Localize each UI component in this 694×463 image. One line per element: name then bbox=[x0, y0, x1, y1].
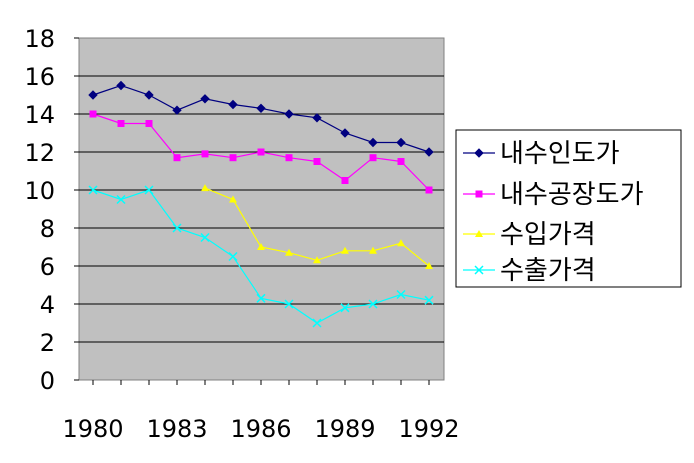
data-point bbox=[284, 109, 294, 119]
data-point bbox=[397, 158, 405, 165]
y-tick-label: 6 bbox=[40, 253, 55, 281]
data-point bbox=[425, 262, 433, 269]
data-point bbox=[257, 243, 265, 250]
data-point bbox=[396, 289, 406, 300]
x-tick-label: 1989 bbox=[314, 415, 375, 443]
data-point bbox=[285, 154, 293, 162]
data-point bbox=[201, 150, 209, 158]
y-tick-label: 12 bbox=[24, 139, 55, 167]
data-point bbox=[341, 177, 349, 184]
data-point bbox=[200, 94, 210, 104]
data-point bbox=[200, 232, 210, 243]
legend-label: 내수공장도가 bbox=[500, 180, 644, 210]
data-point bbox=[228, 251, 238, 262]
y-tick-label: 8 bbox=[40, 215, 55, 243]
data-point bbox=[425, 186, 433, 194]
x-tick-label: 1986 bbox=[230, 415, 291, 443]
data-point bbox=[284, 299, 294, 309]
data-point bbox=[229, 195, 237, 203]
data-point bbox=[88, 185, 98, 195]
data-point bbox=[172, 223, 182, 233]
data-point bbox=[89, 110, 97, 118]
data-point bbox=[88, 90, 98, 100]
x-tick-label: 1992 bbox=[398, 415, 459, 443]
data-point bbox=[475, 190, 483, 198]
y-tick-label: 18 bbox=[24, 25, 55, 53]
data-point bbox=[116, 80, 126, 91]
x-tick-label: 1980 bbox=[62, 415, 123, 443]
data-point bbox=[144, 90, 154, 100]
data-point bbox=[257, 148, 265, 156]
data-point bbox=[312, 113, 322, 123]
data-point bbox=[340, 303, 350, 313]
y-tick-label: 4 bbox=[40, 291, 55, 319]
data-point bbox=[229, 154, 237, 162]
data-point bbox=[116, 194, 126, 205]
y-tick-label: 16 bbox=[24, 63, 55, 91]
data-point bbox=[144, 185, 154, 195]
data-point bbox=[475, 230, 483, 237]
data-point bbox=[424, 147, 434, 157]
data-point bbox=[201, 184, 209, 192]
data-point bbox=[313, 158, 321, 165]
data-point bbox=[285, 248, 293, 256]
y-tick-label: 2 bbox=[40, 329, 55, 357]
data-point bbox=[369, 246, 377, 254]
legend-box bbox=[455, 129, 682, 288]
series-layer bbox=[88, 80, 434, 328]
data-point bbox=[368, 137, 378, 148]
y-tick-label: 14 bbox=[24, 101, 55, 129]
data-point bbox=[369, 154, 377, 162]
legend-label: 내수인도가 bbox=[500, 139, 620, 169]
x-tick-label: 1983 bbox=[146, 415, 207, 443]
plot-area bbox=[78, 37, 445, 381]
legend-label: 수입가격 bbox=[500, 220, 596, 250]
data-point bbox=[145, 120, 153, 127]
data-point bbox=[228, 99, 238, 110]
data-point bbox=[396, 137, 406, 148]
data-point bbox=[397, 239, 405, 247]
data-point bbox=[368, 299, 378, 309]
data-point bbox=[172, 105, 182, 115]
y-axis-ticks: 0 2 4 6 8 10 12 14 16 18 bbox=[24, 25, 79, 395]
data-point bbox=[474, 265, 484, 275]
data-point bbox=[313, 256, 321, 264]
y-tick-label: 0 bbox=[40, 367, 55, 395]
data-point bbox=[256, 103, 266, 114]
data-point bbox=[341, 246, 349, 254]
data-point bbox=[256, 293, 266, 303]
data-point bbox=[173, 154, 181, 162]
data-point bbox=[117, 120, 125, 127]
data-point bbox=[312, 318, 322, 328]
data-point bbox=[424, 295, 434, 305]
x-axis-ticks: 1980 1983 1986 1989 1992 bbox=[62, 380, 460, 443]
data-point bbox=[340, 128, 350, 138]
legend-label: 수출가격 bbox=[500, 256, 596, 286]
y-tick-label: 10 bbox=[24, 177, 55, 205]
data-point bbox=[474, 148, 484, 158]
